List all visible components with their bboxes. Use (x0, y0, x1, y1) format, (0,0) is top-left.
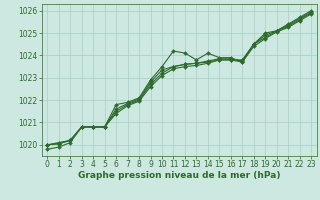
X-axis label: Graphe pression niveau de la mer (hPa): Graphe pression niveau de la mer (hPa) (78, 171, 280, 180)
